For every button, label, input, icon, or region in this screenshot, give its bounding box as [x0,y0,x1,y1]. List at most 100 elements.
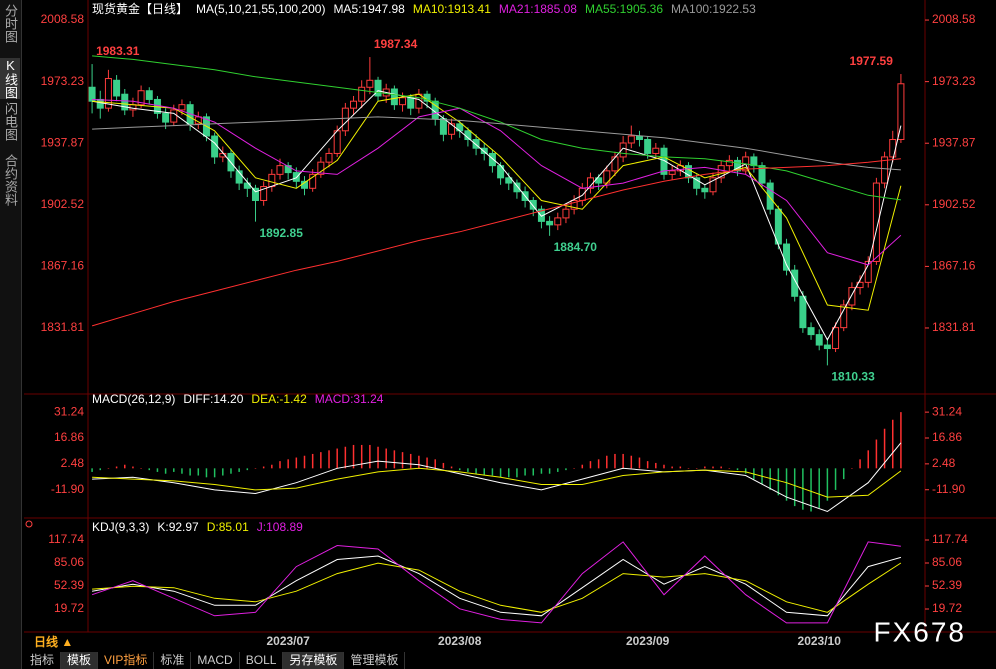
tab[interactable]: 模板 [61,652,99,669]
histogram-bar [859,459,861,469]
histogram-bar [900,412,902,469]
histogram-bar [262,466,265,469]
legend-entry: MA21:1885.08 [499,2,577,16]
y-tick-label: 31.24 [54,404,84,418]
tab[interactable]: BOLL [240,652,284,669]
histogram-bar [614,453,616,469]
annotation: 1987.34 [374,37,418,51]
x-tick-label: 2023/10 [798,634,842,648]
histogram-bar [891,419,894,469]
histogram-bar [581,464,584,469]
candle-body [399,97,407,106]
histogram-bar [369,444,371,469]
candle-body [807,327,815,336]
candle-body [619,142,627,158]
series-line [91,541,901,624]
series-line [92,562,902,613]
candle-body [823,344,831,350]
sidebar-tab[interactable]: 分时图 [3,4,18,43]
histogram-bar [524,468,526,476]
histogram-bar [205,468,208,478]
histogram-bar [687,468,690,469]
chart-title: 现货黄金【日线】 [92,1,188,16]
sidebar-tab[interactable]: 闪电图 [3,102,18,141]
candle-body [546,220,554,226]
candle-body [325,152,333,163]
histogram-bar [769,468,771,490]
histogram-bar [818,468,820,508]
y-tick-label: 52.39 [54,578,84,592]
candle-body [725,159,733,167]
candle-body [505,177,513,184]
histogram-bar [663,464,665,469]
candle-body [627,135,635,144]
histogram-bar [712,466,714,469]
tab[interactable]: MACD [191,652,240,669]
candle-body [815,334,823,346]
candle-body [341,107,349,132]
candle-body [350,100,358,109]
histogram-bar [401,452,404,469]
candle-body [660,147,668,175]
candle-body [472,139,480,149]
candle-body [652,147,660,154]
histogram-bar [548,468,551,474]
candle-body [448,123,456,135]
tab[interactable]: 另存模板 [283,652,345,669]
series-line [92,467,902,498]
histogram-bar [810,468,812,512]
histogram-bar [638,457,641,469]
histogram-bar [91,468,93,472]
candle-body [734,159,742,172]
sidebar-tab[interactable]: K线图 [0,58,20,99]
candle-body [145,90,153,100]
sidebar-tab[interactable]: 合约资料 [3,154,18,206]
legend-entry: DIFF:14.20 [183,392,243,406]
y-tick-label: 1937.87 [932,135,976,149]
annotation: 1983.31 [96,44,140,58]
candle-body [292,172,300,182]
candle-body [799,295,807,329]
series-line [92,99,902,266]
legend-entry: MACD:31.24 [315,392,384,406]
candle-body [644,139,652,154]
tab[interactable]: 指标 [24,652,62,669]
indicator-label: MA(5,10,21,55,100,200) [196,2,325,16]
candle-body [872,182,880,262]
histogram-bar [328,450,330,469]
candle-body [840,304,848,329]
histogram-bar [213,468,216,478]
candle-body [121,93,129,111]
candle-body [178,104,186,111]
histogram-bar [426,457,428,469]
histogram-bar [728,468,731,469]
legend-entry: MA100:1922.53 [671,2,756,16]
candle-body [284,165,292,174]
candle-body [104,78,112,109]
y-tick-label: 1867.16 [41,259,85,273]
tab[interactable]: 管理模板 [344,652,406,669]
candle-body [578,187,586,201]
histogram-bar [189,468,191,476]
histogram-bar [246,468,249,471]
y-tick-label: 85.06 [54,555,84,569]
tab[interactable]: 标准 [154,652,192,669]
candle-body [897,83,905,141]
candle-body [766,182,774,210]
candle-body [480,147,488,154]
legend-entry: J:108.89 [257,520,303,534]
candle-body [309,173,317,189]
candle-body [864,260,872,283]
legend-entry: D:85.01 [207,520,249,534]
candle-body [562,208,570,219]
candle-body [374,79,382,97]
annotation: 1884.70 [554,240,598,254]
annotation: 1810.33 [831,370,875,384]
histogram-bar [793,468,796,507]
series-line [91,158,901,327]
candle-body [129,104,137,111]
tab[interactable]: VIP指标 [98,652,155,669]
histogram-bar [450,466,453,469]
histogram-bar [785,468,788,501]
histogram-bar [671,466,673,469]
